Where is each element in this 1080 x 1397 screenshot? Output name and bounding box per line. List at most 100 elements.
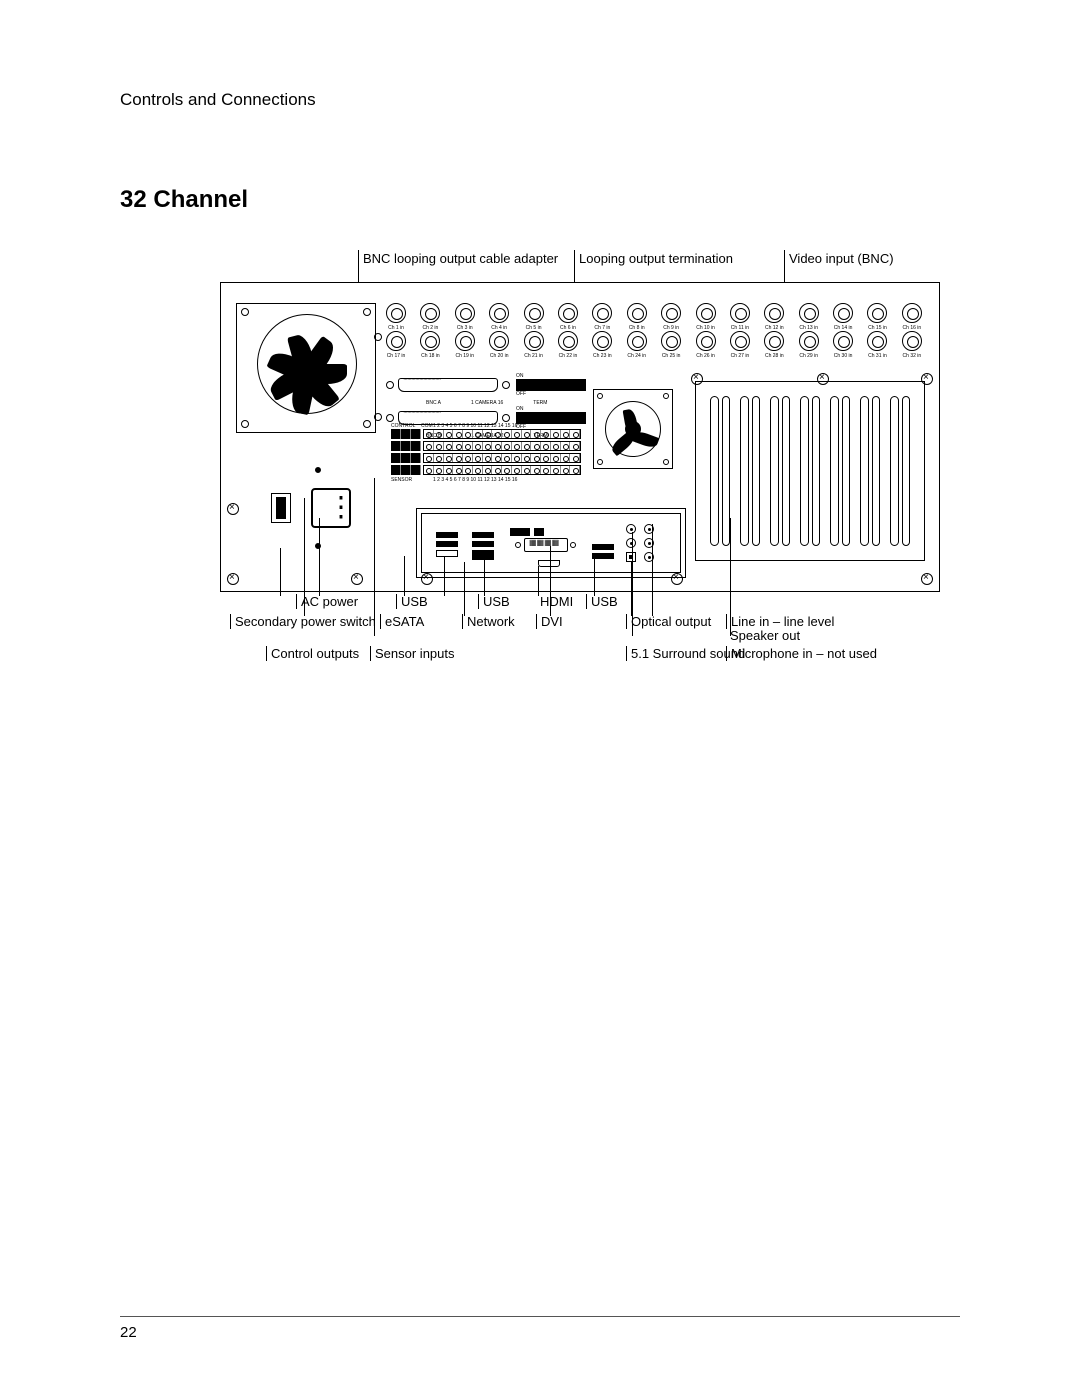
bnc-icon (902, 331, 922, 351)
bnc-connector: Ch 22 in (558, 331, 578, 359)
network-port-icon (472, 550, 494, 560)
screw-icon (386, 381, 394, 389)
bnc-icon (558, 331, 578, 351)
bnc-connector: Ch 31 in (867, 331, 887, 359)
bnc-label: Ch 22 in (558, 353, 578, 359)
fan-hub (625, 421, 641, 437)
callout-optical: Optical output (626, 614, 711, 629)
screw-icon (363, 308, 371, 316)
bnc-connector: Ch 7 in (592, 303, 612, 331)
bnc-icon (420, 303, 440, 323)
bnc-label: Ch 26 in (696, 353, 716, 359)
bnc-connector: Ch 21 in (524, 331, 544, 359)
fan-circle (605, 401, 661, 457)
screw-icon (663, 459, 669, 465)
dot-icon (374, 333, 382, 341)
callout-video-input: Video input (BNC) (784, 250, 940, 278)
callout-hdmi: HDMI (536, 594, 573, 609)
screw-icon (227, 503, 239, 515)
slot (740, 396, 760, 546)
bnc-connector: Ch 14 in (833, 303, 853, 331)
terminal-com (391, 441, 421, 451)
screw-icon (502, 414, 510, 422)
bnc-label: Ch 30 in (833, 353, 853, 359)
io-plate (421, 513, 681, 573)
screw-icon (502, 381, 510, 389)
bnc-icon (455, 303, 475, 323)
terminal-pins (423, 429, 581, 439)
top-callouts: BNC looping output cable adapter Looping… (220, 250, 940, 278)
power-switch-icon (271, 493, 291, 523)
bnc-icon (764, 303, 784, 323)
callout-loop-term: Looping output termination (574, 250, 784, 278)
bnc-icon (558, 303, 578, 323)
label-bnc-a: BNC A (426, 400, 441, 406)
bnc-row-1: Ch 1 inCh 2 inCh 3 inCh 4 inCh 5 inCh 6 … (386, 303, 922, 331)
bnc-connector: Ch 11 in (730, 303, 750, 331)
terminal-pins (423, 465, 581, 475)
slot (890, 396, 910, 546)
bnc-connector: Ch 15 in (867, 303, 887, 331)
bnc-label: Ch 27 in (730, 353, 750, 359)
callout-dvi: DVI (536, 614, 563, 629)
screw-icon (663, 393, 669, 399)
bnc-connector: Ch 19 in (455, 331, 475, 359)
screw-icon (597, 393, 603, 399)
callout-line-in: Line in – line level (726, 614, 834, 629)
terminal-blocks: CONTROLCOM1 2 3 4 5 6 7 8 9 10 11 12 13 … (391, 423, 581, 483)
bnc-icon (730, 331, 750, 351)
optical-port-icon (626, 552, 636, 562)
leader-line (404, 556, 405, 596)
bnc-connector: Ch 6 in (558, 303, 578, 331)
terminal-pins (423, 441, 581, 451)
bnc-connector: Ch 26 in (696, 331, 716, 359)
bnc-connector: Ch 17 in (386, 331, 406, 359)
bnc-icon (386, 303, 406, 323)
bnc-connector: Ch 3 in (455, 303, 475, 331)
port-icon (510, 528, 530, 536)
bnc-connector: Ch 13 in (799, 303, 819, 331)
screw-icon (386, 414, 394, 422)
bnc-icon (386, 331, 406, 351)
slot (710, 396, 730, 546)
callout-speaker: Speaker out (726, 628, 800, 643)
bnc-icon (867, 303, 887, 323)
dot-icon (315, 543, 321, 549)
bnc-icon (867, 331, 887, 351)
bnc-connector: Ch 12 in (764, 303, 784, 331)
ac-inlet-icon (311, 488, 351, 528)
power-area (271, 473, 361, 543)
terminal-row (391, 453, 581, 463)
bnc-label: Ch 17 in (386, 353, 406, 359)
usb-esata-stack (436, 532, 458, 560)
screw-icon (241, 308, 249, 316)
leader-line (484, 556, 485, 596)
bnc-icon (524, 331, 544, 351)
bnc-icon (799, 331, 819, 351)
bnc-connector: Ch 2 in (420, 303, 440, 331)
bnc-connector: Ch 4 in (489, 303, 509, 331)
terminal-com (391, 453, 421, 463)
bnc-connector: Ch 30 in (833, 331, 853, 359)
dot-icon (315, 467, 321, 473)
callout-usb: USB (478, 594, 510, 609)
bnc-icon (627, 303, 647, 323)
chassis-fan (593, 389, 673, 469)
usb-network-stack (472, 532, 494, 563)
port-icon (534, 528, 544, 536)
fan-circle (257, 314, 357, 414)
terminal-pins (423, 453, 581, 463)
usb-port-icon (436, 541, 458, 547)
bnc-connector: Ch 1 in (386, 303, 406, 331)
audio-jack-icon (626, 538, 636, 548)
bnc-connector: Ch 27 in (730, 331, 750, 359)
page-header: Controls and Connections (120, 90, 960, 110)
label-sensor: SENSOR (391, 477, 421, 483)
screw-icon (351, 573, 363, 585)
page: Controls and Connections 32 Channel BNC … (0, 0, 1080, 1397)
bnc-label: Ch 20 in (489, 353, 509, 359)
terminal-row (391, 441, 581, 451)
bnc-icon (489, 331, 509, 351)
terminal-row (391, 429, 581, 439)
screw-icon (570, 542, 576, 548)
